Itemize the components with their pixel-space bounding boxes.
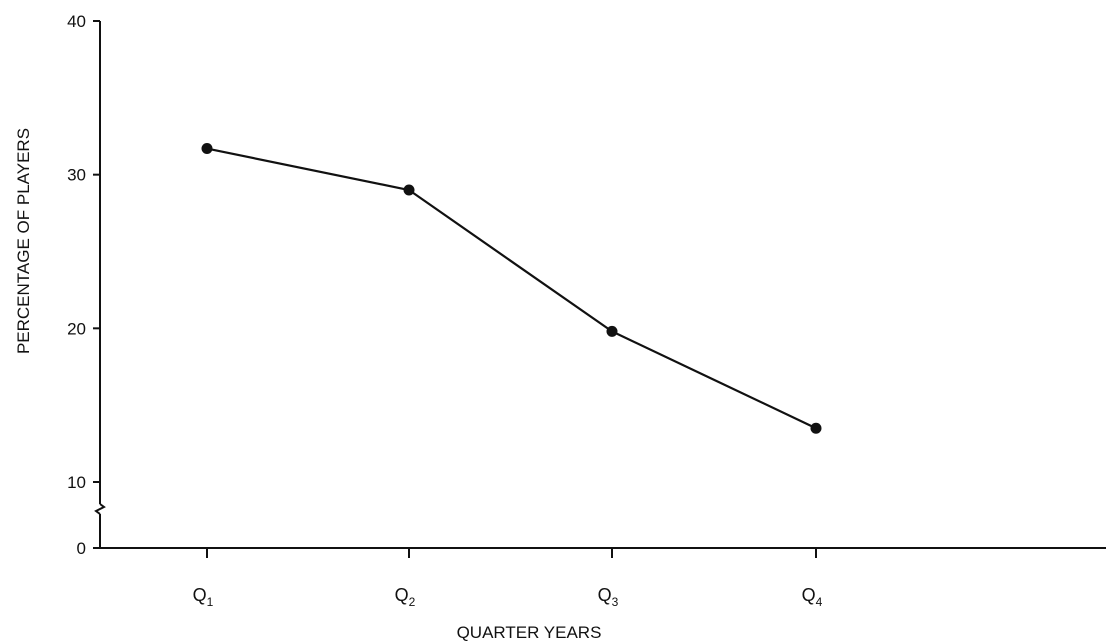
x-tick-label: Q2 — [395, 585, 416, 609]
data-point — [606, 325, 618, 337]
x-tick-label-subscript: 2 — [409, 595, 416, 609]
data-point — [810, 422, 822, 434]
y-ticks: 0 10 20 30 40 — [67, 12, 100, 558]
x-tick-label-subscript: 4 — [816, 595, 823, 609]
data-point — [201, 143, 213, 155]
y-tick-label: 0 — [77, 539, 86, 558]
series — [201, 143, 822, 434]
x-tick-label-subscript: 3 — [612, 595, 619, 609]
y-tick-label: 20 — [67, 319, 86, 338]
x-tick-label-main: Q — [193, 585, 207, 605]
axes — [94, 21, 1106, 549]
x-tick-label-main: Q — [802, 585, 816, 605]
y-axis-title: PERCENTAGE OF PLAYERS — [14, 128, 33, 354]
y-tick-label: 30 — [67, 166, 86, 185]
x-tick-label: Q3 — [598, 585, 619, 609]
y-axis-break-mark — [94, 503, 106, 515]
x-tick-label: Q1 — [193, 585, 214, 609]
x-axis-title: QUARTER YEARS — [457, 623, 602, 642]
y-tick-label: 10 — [67, 473, 86, 492]
x-tick-label-subscript: 1 — [207, 595, 214, 609]
series-line — [206, 147, 817, 430]
data-point — [403, 184, 415, 196]
x-tick-label-main: Q — [395, 585, 409, 605]
y-tick-label: 40 — [67, 12, 86, 31]
x-ticks: Q1 Q2 Q3 Q4 — [193, 548, 823, 609]
x-tick-label-main: Q — [598, 585, 612, 605]
x-tick-label: Q4 — [802, 585, 823, 609]
